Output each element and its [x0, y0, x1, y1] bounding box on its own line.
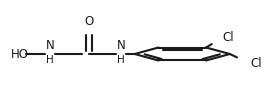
Text: Cl: Cl	[222, 31, 234, 44]
Text: H: H	[47, 55, 54, 65]
Text: N: N	[117, 39, 125, 52]
Text: HO: HO	[11, 48, 29, 60]
Text: Cl: Cl	[250, 57, 262, 70]
Text: N: N	[46, 39, 55, 52]
Text: H: H	[117, 55, 125, 65]
Text: O: O	[84, 15, 93, 28]
